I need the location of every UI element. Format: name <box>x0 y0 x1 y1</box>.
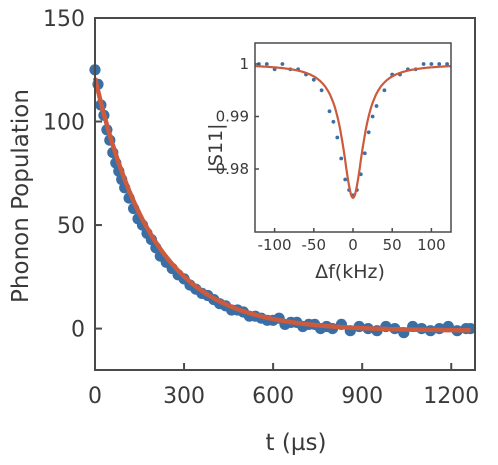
main-x-tick-label: 600 <box>252 384 294 409</box>
inset-background <box>255 43 451 232</box>
inset-data-point <box>437 62 442 66</box>
main-x-tick-label: 1200 <box>423 384 479 409</box>
inset-data-point <box>374 104 379 108</box>
inset-data-point <box>421 62 426 66</box>
inset-y-tick-label: 0.99 <box>216 108 249 126</box>
inset-data-point <box>445 62 449 66</box>
inset-data-point <box>311 77 316 82</box>
inset-data-point <box>362 151 367 156</box>
main-x-tick-labels: 0 300 600 900 1200 <box>88 384 479 409</box>
inset-y-tick-label: 1 <box>239 55 249 73</box>
main-y-axis-label: Phonon Population <box>8 89 34 303</box>
main-plot-frame <box>94 17 476 371</box>
inset-y-tick-labels: 0.98 0.99 1 <box>216 55 249 178</box>
inset-data-point <box>339 156 344 161</box>
main-y-tick-label: 50 <box>57 214 85 239</box>
inset-y-tick-label: 0.98 <box>216 160 249 178</box>
inset-x-axis-label: Δf(kHz) <box>315 261 385 283</box>
main-axis-ticks <box>94 17 453 370</box>
inset-data-point <box>382 88 387 93</box>
main-y-tick-labels: 0 50 100 150 <box>43 7 85 343</box>
inset-data-point <box>366 130 371 135</box>
main-y-tick-label: 150 <box>43 7 85 32</box>
inset-data-point <box>319 88 324 93</box>
inset-x-tick-label: -50 <box>302 236 327 254</box>
inset-data-point <box>327 109 332 114</box>
inset-axis-ticks <box>255 63 433 232</box>
main-x-tick-label: 0 <box>88 384 102 409</box>
inset-x-tick-label: 100 <box>417 236 446 254</box>
main-y-tick-label: 100 <box>43 111 85 136</box>
inset-y-axis-label: |S11| <box>205 123 227 172</box>
inset-x-tick-label: -100 <box>258 236 292 254</box>
inset-data-point <box>343 177 348 182</box>
inset-data-point <box>280 62 285 66</box>
inset-x-tick-label: 50 <box>383 236 402 254</box>
inset-data-point <box>370 114 375 119</box>
inset-data-point <box>264 62 269 66</box>
main-fit-curve <box>92 77 471 333</box>
main-x-axis-label: t (µs) <box>266 430 327 456</box>
main-y-tick-label: 0 <box>71 318 85 343</box>
inset-chart: -100 -50 0 50 100 0.98 0.99 1 Δf(kHz) |S11| <box>205 42 452 283</box>
main-x-tick-label: 900 <box>341 384 383 409</box>
inset-x-tick-labels: -100 -50 0 50 100 <box>258 236 446 254</box>
main-x-tick-label: 300 <box>163 384 205 409</box>
inset-data-point <box>335 135 340 140</box>
inset-fit-curve <box>255 65 451 200</box>
inset-data-point <box>331 119 336 124</box>
inset-x-tick-label: 0 <box>348 236 358 254</box>
inset-data-point <box>429 62 434 66</box>
